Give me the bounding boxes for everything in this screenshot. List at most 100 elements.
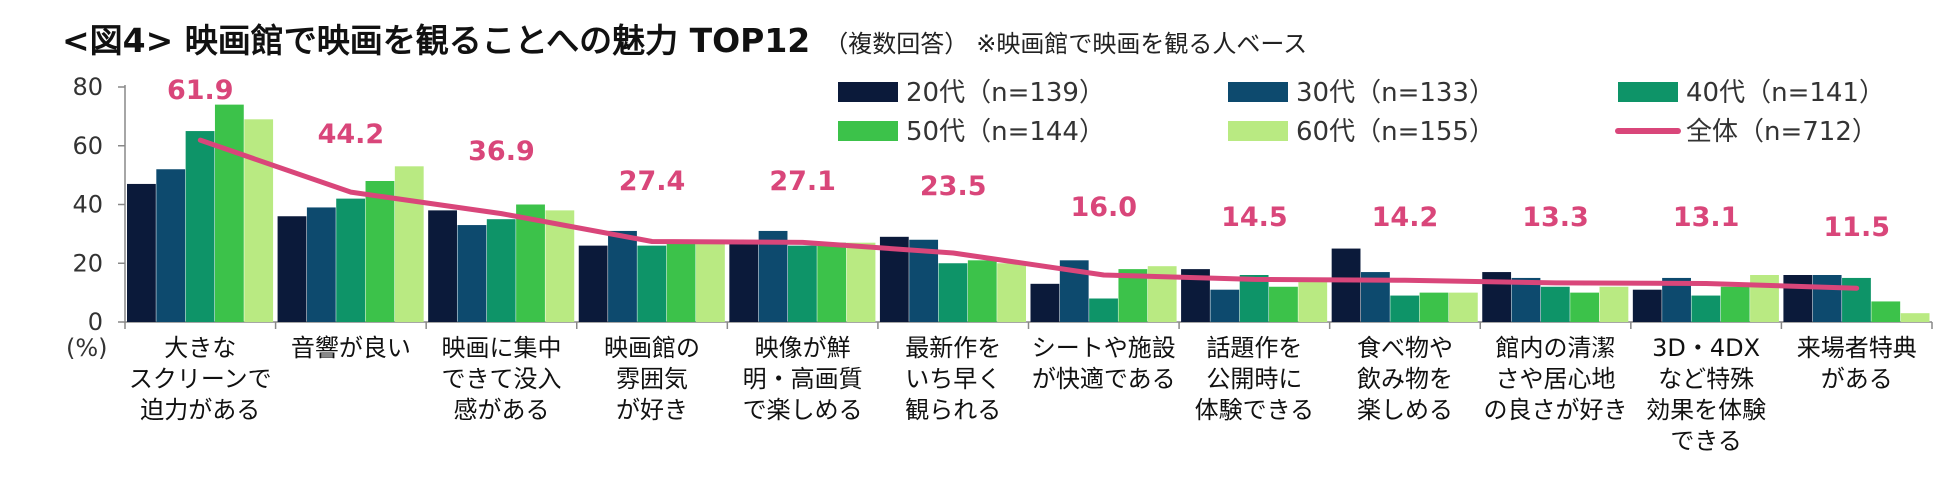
category-label: 来場者特典がある [1797,334,1917,393]
category-label-line: できて没入 [441,365,561,393]
data-label: 36.9 [468,136,535,167]
category-label: 大きなスクリーンで迫力がある [129,334,272,424]
category-label-line: 映画に集中 [441,334,561,362]
bar [1900,313,1930,322]
bar [938,263,968,322]
bar [244,119,274,322]
bar [637,245,667,322]
total-line-point [1252,277,1256,281]
bar [1269,286,1298,322]
category-label-line: 雰囲気 [616,365,688,393]
legend: 20代（n=139） 30代（n=133） 40代（n=141） 50代（n=144）… [838,78,1885,147]
bar [1239,275,1269,322]
bar [486,219,516,322]
y-tick-label: 0 [88,308,103,336]
total-line-point [951,251,955,255]
category-label: 話題作を公開時に体験できる [1195,334,1315,424]
bar [277,216,307,322]
category-label-line: シートや施設 [1032,334,1176,362]
bar [1419,292,1449,322]
chart-note: ※映画館で映画を観る人ベース [976,30,1308,58]
category-label-line: 大きな [164,334,236,362]
total-line [197,137,1860,291]
data-label: 44.2 [318,119,385,150]
bar [787,245,817,322]
category-label-line: が快適である [1032,365,1176,393]
data-label: 14.2 [1372,202,1439,233]
data-label: 13.1 [1673,202,1740,233]
bar [1570,292,1600,322]
bar [156,169,186,322]
category-label-line: 食べ物や [1357,334,1453,362]
category-label-line: さや居心地 [1496,365,1616,393]
data-labels: 61.9 44.2 36.9 27.4 27.1 23.5 16.0 14.5 14.2 13.3… [167,75,1890,243]
category-label-line: が好き [616,396,688,424]
category-label-line: 話題作を [1206,334,1302,362]
category-label-line: 公開時に [1206,365,1302,393]
bar [185,131,215,322]
category-label: 映画館の雰囲気が好き [604,334,700,424]
category-label-line: 楽しめる [1357,396,1453,424]
bar [1511,277,1541,322]
data-label: 27.1 [769,166,836,197]
bar [1599,286,1629,322]
total-line-point [801,240,805,244]
chart-title: <図4> 映画館で映画を観ることへの魅力 TOP12 [62,21,811,60]
bar [365,181,395,322]
bar [1448,292,1478,322]
bar [127,183,156,322]
bar [1720,286,1750,322]
category-label: 映像が鮮明・高画質で楽しめる [743,334,863,424]
y-tick-label: 40 [72,191,103,219]
data-label: 11.5 [1823,212,1890,243]
legend-swatch [1228,82,1288,102]
bar [1842,277,1871,322]
legend-label: 20代（n=139） [906,78,1105,108]
bar [1298,280,1328,322]
total-line-point [1554,281,1558,285]
data-label: 27.4 [619,166,686,197]
category-label-line: 迫力がある [140,396,260,424]
total-line-point [1102,273,1106,277]
bar [1750,275,1779,322]
bar [336,198,366,322]
bar [578,245,608,322]
bar [545,210,575,322]
total-line-point [650,240,654,244]
bar [1783,275,1813,322]
category-label-line: 観られる [905,396,1001,424]
category-label-line: 3D・4DX [1652,334,1760,362]
category-label-line: など特殊 [1658,365,1754,393]
legend-label: 全体（n=712） [1686,117,1878,147]
category-label-line: 感がある [453,396,549,424]
data-label: 61.9 [167,75,234,106]
bar [608,230,637,322]
category-label-line: 最新作を [905,334,1001,362]
legend-label: 30代（n=133） [1296,78,1495,108]
y-unit-label: (%) [66,334,108,362]
category-label-line: できる [1670,427,1742,455]
category-label-line: いち早く [905,365,1001,393]
category-label-line: 館内の清潔 [1496,334,1616,362]
category-label-line: 体験できる [1195,396,1315,424]
category-label-line: スクリーンで [129,365,272,393]
legend-swatch [838,82,898,102]
bar [428,210,457,322]
bar [457,225,487,322]
bar [306,207,336,322]
category-label-line: 効果を体験 [1646,396,1766,424]
bars [127,104,1930,322]
chart-subtitle: （複数回答） [824,30,969,58]
bar [1390,295,1420,322]
category-label-line: がある [1821,365,1893,393]
category-label: 音響が良い [291,334,411,362]
bar [817,242,847,322]
bar [758,230,788,322]
bar [394,166,424,322]
legend-swatch [1618,82,1678,102]
bar [846,242,876,322]
bar [1812,275,1842,322]
bar [1089,298,1118,322]
category-label-line: 音響が良い [291,334,411,362]
